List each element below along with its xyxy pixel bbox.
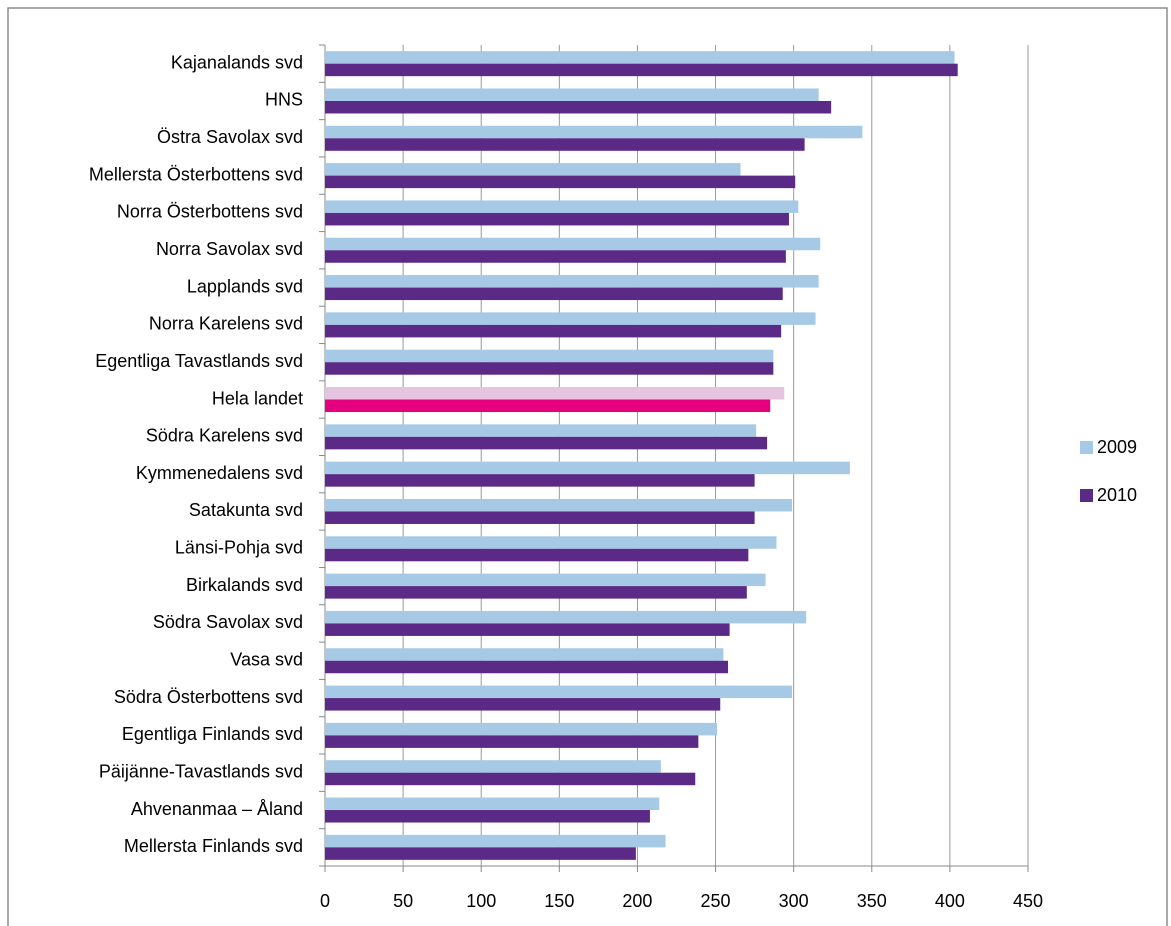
- bar: [325, 349, 774, 363]
- bar: [325, 312, 816, 325]
- bar: [325, 810, 650, 823]
- bar: [325, 387, 785, 400]
- x-tick-label: 300: [779, 891, 809, 911]
- bar: [325, 212, 789, 226]
- y-tick-label: Mellersta Finlands svd: [124, 836, 303, 856]
- y-tick-label: Södra Savolax svd: [153, 612, 303, 632]
- bar: [325, 623, 730, 636]
- bar: [325, 847, 636, 860]
- bar: [325, 287, 783, 301]
- x-tick-label: 150: [544, 891, 574, 911]
- y-tick-label: Norra Österbottens svd: [117, 202, 303, 222]
- y-tick-label: Mellersta Österbottens svd: [89, 164, 303, 184]
- y-tick-label: Länsi-Pohja svd: [175, 538, 303, 558]
- x-tick-label: 450: [1013, 891, 1043, 911]
- y-tick-label: Vasa svd: [230, 650, 303, 670]
- bar: [325, 63, 958, 77]
- bar: [325, 436, 768, 450]
- y-tick-label: Egentliga Tavastlands svd: [95, 351, 303, 371]
- bar: [325, 511, 755, 524]
- bar: [325, 660, 729, 674]
- bar: [325, 834, 666, 848]
- x-tick-label: 0: [320, 891, 330, 911]
- bar: [325, 548, 749, 562]
- bar: [325, 237, 821, 251]
- y-tick-label: HNS: [265, 90, 303, 110]
- y-tick-label: Norra Savolax svd: [156, 239, 303, 259]
- bar: [325, 275, 819, 288]
- legend-label: 2009: [1097, 437, 1137, 457]
- bar: [325, 250, 786, 263]
- y-tick-label: Lapplands svd: [187, 276, 303, 296]
- legend-swatch: [1080, 441, 1093, 454]
- x-tick-label: 200: [622, 891, 652, 911]
- y-tick-label: Norra Karelens svd: [149, 314, 303, 334]
- bar: [325, 610, 807, 624]
- bar: [325, 722, 718, 736]
- y-tick-label: Kajanalands svd: [171, 52, 303, 72]
- bar: [325, 797, 660, 811]
- bar: [325, 424, 757, 437]
- bar: [325, 474, 755, 487]
- bar: [325, 498, 793, 512]
- bar: [325, 399, 771, 413]
- y-tick-label: Päijänne-Tavastlands svd: [99, 761, 303, 781]
- y-tick-label: Egentliga Finlands svd: [122, 724, 303, 744]
- bar: [325, 175, 796, 189]
- x-tick-label: 350: [857, 891, 887, 911]
- y-tick-label: Ahvenanmaa – Åland: [131, 799, 303, 819]
- y-tick-label: Södra Karelens svd: [146, 426, 303, 446]
- bar: [325, 324, 782, 338]
- chart-frame: [7, 7, 1168, 926]
- bar: [325, 51, 955, 64]
- bar: [325, 760, 661, 773]
- y-tick-label: Hela landet: [212, 388, 303, 408]
- bar: [325, 586, 747, 599]
- y-tick-label: Östra Savolax svd: [157, 127, 303, 147]
- legend-swatch: [1080, 489, 1093, 502]
- bar: [325, 88, 819, 101]
- bar: [325, 772, 696, 786]
- bar: [325, 648, 724, 661]
- x-tick-label: 250: [701, 891, 731, 911]
- y-tick-label: Södra Österbottens svd: [114, 687, 303, 707]
- x-tick-label: 50: [393, 891, 413, 911]
- bar: [325, 125, 863, 139]
- x-tick-label: 400: [935, 891, 965, 911]
- bar: [325, 163, 741, 176]
- y-tick-label: Kymmenedalens svd: [136, 463, 303, 483]
- bar: [325, 735, 699, 748]
- bar: [325, 100, 832, 114]
- bar: [325, 536, 777, 549]
- bar: [325, 573, 766, 587]
- y-tick-label: Birkalands svd: [186, 575, 303, 595]
- bar: [325, 461, 850, 475]
- y-tick-label: Satakunta svd: [189, 500, 303, 520]
- bar: [325, 685, 793, 699]
- bar: [325, 200, 799, 213]
- bar: [325, 362, 774, 375]
- bar: [325, 698, 721, 711]
- x-tick-label: 100: [466, 891, 496, 911]
- bar: [325, 138, 805, 151]
- legend-label: 2010: [1097, 485, 1137, 505]
